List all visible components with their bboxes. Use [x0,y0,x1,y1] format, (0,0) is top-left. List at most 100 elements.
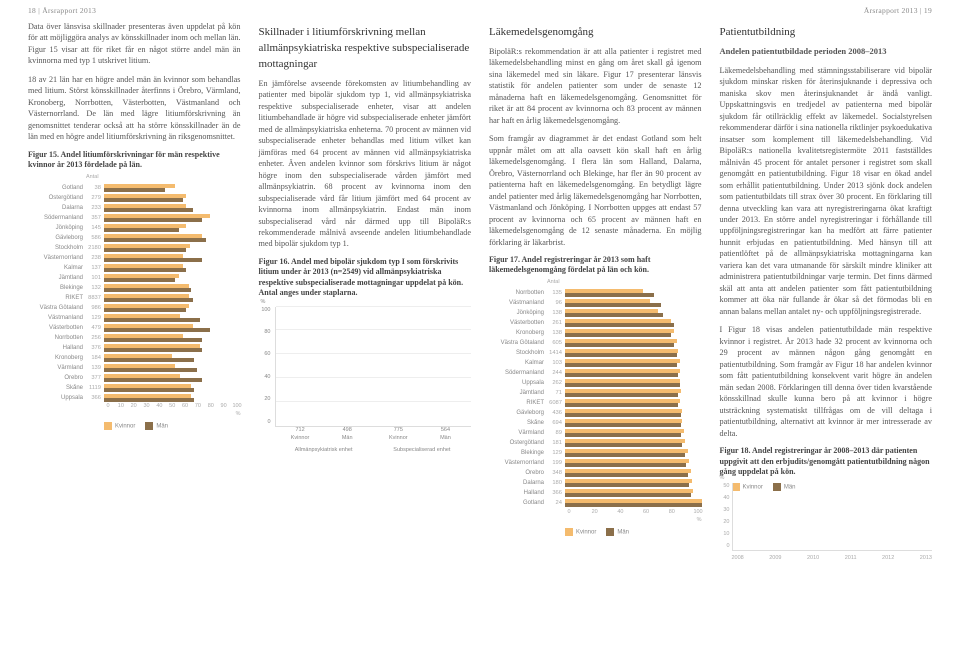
hbar-row: Gävleborg436 [489,409,702,418]
column-3: Läkemedelsgenomgång BipoläR:s rekommenda… [489,21,702,564]
col3-heading: Läkemedelsgenomgång [489,25,702,41]
hbar-label: Västerbotten [489,319,547,328]
hbar-row: Östergötland279 [28,193,241,202]
hbar-row: Kronoberg138 [489,329,702,338]
col2-p1: En jämförelse avseende förekomsten av li… [259,78,472,250]
col2-heading: Skillnader i litiumförskrivning mellan a… [259,25,472,73]
hbar-n: 238 [86,254,104,262]
hbar-label: Östergötland [28,194,86,203]
hbar-n: 261 [547,319,565,327]
hbar-label: Södermanland [28,214,86,223]
hbar-row: Värmland139 [28,363,241,372]
fig15-chart: AntalGotland38Östergötland279Dalarna233S… [28,174,241,432]
hbar-n: 129 [547,449,565,457]
hbar-row: RIKET6087 [489,399,702,408]
col1-p1: Data över länsvisa skillnader presentera… [28,21,241,67]
hbar-n: 103 [547,359,565,367]
hbar-row: Jämtland71 [489,389,702,398]
hbar-n: 986 [86,304,104,312]
hbar-label: Stockholm [28,244,86,253]
col4-subheading: Andelen patientutbildade perioden 2008–2… [720,46,933,58]
hbar-row: Dalarna180 [489,479,702,488]
hbar-label: Värmland [28,364,86,373]
hbar-label: Kalmar [489,359,547,368]
hbar-label: Gotland [28,184,86,193]
hbar-n: 436 [547,409,565,417]
hbar-n: 366 [547,489,565,497]
hbar-label: Dalarna [28,204,86,213]
hbar-n: 694 [547,419,565,427]
hbar-label: Blekinge [28,284,86,293]
fig18-title: Figur 18. Andel registreringar år 2008–2… [720,446,933,477]
col4-heading: Patientutbildning [720,25,933,41]
hbar-row: Gotland24 [489,499,702,508]
hbar-label: Skåne [489,419,547,428]
hbar-n: 132 [86,284,104,292]
fig16-chart: 020406080100%712Kvinnor498Män775Kvinnor5… [259,307,472,457]
hbar-row: Gotland38 [28,183,241,192]
hbar-label: Uppsala [28,394,86,403]
hbar-label: Västra Götaland [28,304,86,313]
hbar-label: Norrbotten [28,334,86,343]
hbar-row: Skåne694 [489,419,702,428]
hbar-n: 605 [547,339,565,347]
hbar-n: 180 [547,479,565,487]
hbar-row: Jönköping138 [489,309,702,318]
hbar-n: 279 [86,194,104,202]
hbar-n: 348 [547,469,565,477]
hbar-label: Gotland [489,499,547,508]
hbar-label: Jämtland [28,274,86,283]
hbar-label: Västerbotten [28,324,86,333]
hbar-row: Södermanland357 [28,213,241,222]
hbar-n: 199 [547,459,565,467]
hbar-n: 366 [86,394,104,402]
fig18-chart: 01020304050%200820092010201120122013Kvin… [720,483,933,563]
fig16-title: Figur 16. Andel med bipolär sjukdom typ … [259,257,472,299]
hbar-label: RIKET [489,399,547,408]
fig15-title: Figur 15. Andel litiumförskrivningar för… [28,150,241,171]
content-columns: Data över länsvisa skillnader presentera… [0,21,960,564]
hbar-row: Uppsala366 [28,393,241,402]
hbar-n: 184 [86,354,104,362]
hbar-label: Västmanland [489,299,547,308]
hbar-n: 244 [547,369,565,377]
hbar-label: Kronoberg [28,354,86,363]
hbar-row: Halland366 [489,489,702,498]
hbar-n: 24 [547,499,565,507]
column-1: Data över länsvisa skillnader presentera… [28,21,241,564]
hbar-row: Västerbotten261 [489,319,702,328]
hbar-label: Jönköping [28,224,86,233]
hbar-n: 479 [86,324,104,332]
hbar-row: Stockholm2180 [28,243,241,252]
hbar-n: 139 [86,364,104,372]
hbar-n: 138 [547,309,565,317]
hbar-n: 262 [547,379,565,387]
hbar-row: Örebro377 [28,373,241,382]
hbar-n: 129 [86,314,104,322]
hbar-n: 586 [86,234,104,242]
hbar-n: 377 [86,374,104,382]
col3-p1: BipoläR:s rekommendation är att alla pat… [489,46,702,126]
hbar-row: Örebro348 [489,469,702,478]
hbar-n: 6087 [547,399,565,407]
hbar-row: Värmland89 [489,429,702,438]
hbar-label: Stockholm [489,349,547,358]
fig17-chart: AntalNorrbotten135Västmanland96Jönköping… [489,279,702,537]
hbar-row: Gävleborg586 [28,233,241,242]
hbar-n: 89 [547,429,565,437]
hbar-n: 1119 [86,384,104,392]
hbar-label: Jämtland [489,389,547,398]
hbar-label: Kalmar [28,264,86,273]
hbar-row: Västerbotten479 [28,323,241,332]
header-right: Årsrapport 2013 | 19 [864,6,932,17]
hbar-label: Västernorrland [28,254,86,263]
header-left: 18 | Årsrapport 2013 [28,6,96,17]
hbar-n: 145 [86,224,104,232]
hbar-row: Västra Götaland605 [489,339,702,348]
hbar-n: 2180 [86,244,104,252]
hbar-n: 96 [547,299,565,307]
hbar-row: Västernorrland238 [28,253,241,262]
hbar-row: Kalmar103 [489,359,702,368]
hbar-row: Blekinge129 [489,449,702,458]
hbar-row: Norrbotten135 [489,289,702,298]
